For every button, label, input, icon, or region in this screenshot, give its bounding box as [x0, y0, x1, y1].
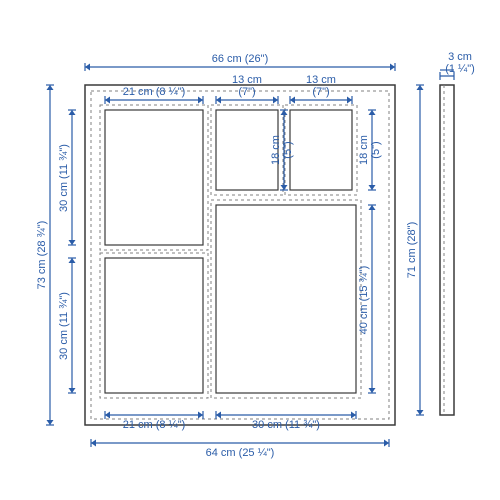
- opening-dashed: [100, 105, 208, 250]
- dim-label: 30 cm (11 ¾"): [58, 292, 70, 360]
- dim-label: 21 cm (8 ¼"): [123, 86, 186, 98]
- dim-label: 30 cm (11 ¾"): [252, 419, 320, 431]
- dim-label: 21 cm (8 ¼"): [123, 419, 186, 431]
- dim-label: 30 cm (11 ¾"): [58, 144, 70, 212]
- opening-bot-left: [105, 258, 203, 393]
- dim-label: 66 cm (26"): [212, 53, 268, 65]
- opening-top-mid: [216, 110, 278, 190]
- dim-label: 40 cm (15 ¾"): [358, 266, 370, 335]
- dim-label: 64 cm (25 ¼"): [206, 447, 275, 459]
- dim-label: 3 cm(1 ¼"): [445, 51, 475, 75]
- side-profile: [440, 85, 454, 415]
- frame-back-dashed: [91, 91, 389, 419]
- opening-bot-right: [216, 205, 356, 393]
- dim-label: 13 cm(7"): [232, 74, 262, 98]
- dim-label: 13 cm(7"): [306, 74, 336, 98]
- opening-top-left: [105, 110, 203, 245]
- opening-dashed: [100, 253, 208, 398]
- dimension-diagram: 66 cm (26") 21 cm (8 ¼") 13 cm(7") 13 cm(7"…: [0, 0, 500, 500]
- opening-top-right: [290, 110, 352, 190]
- frame-outer: [85, 85, 395, 425]
- opening-dashed: [285, 105, 357, 195]
- dim-label: 18 cm(5"): [358, 135, 382, 165]
- dim-label: 73 cm (28 ¾"): [36, 221, 48, 290]
- opening-dashed: [211, 200, 361, 398]
- dim-label: 71 cm (28"): [406, 222, 418, 278]
